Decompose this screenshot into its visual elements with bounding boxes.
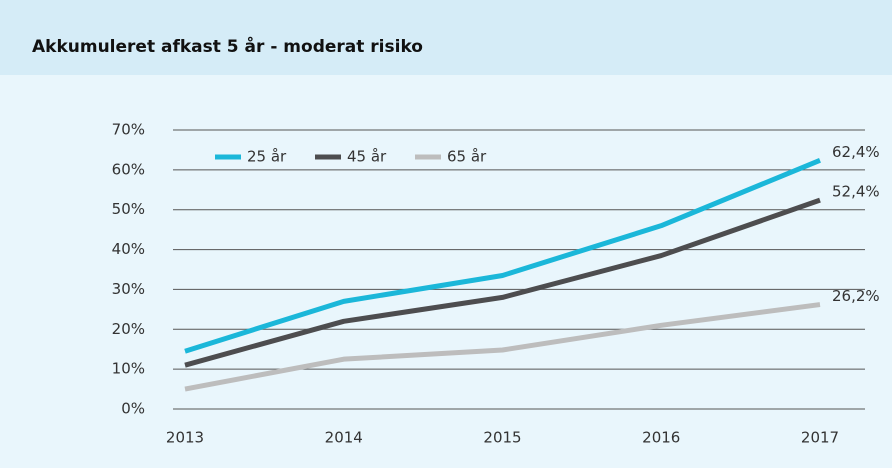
y-tick-label: 20% bbox=[112, 320, 145, 338]
y-tick-label: 70% bbox=[112, 121, 145, 139]
chart-title: Akkumuleret afkast 5 år - moderat risiko bbox=[32, 35, 423, 57]
value-label: 26,2% bbox=[832, 287, 880, 305]
y-tick-label: 40% bbox=[112, 240, 145, 258]
x-tick-label: 2013 bbox=[166, 429, 204, 447]
legend-label: 65 år bbox=[447, 148, 487, 166]
y-tick-label: 10% bbox=[112, 360, 145, 378]
y-tick-label: 30% bbox=[112, 280, 145, 298]
line-series bbox=[184, 197, 821, 368]
x-tick-label: 2017 bbox=[801, 429, 839, 447]
y-tick-label: 0% bbox=[121, 400, 145, 418]
legend-label: 25 år bbox=[247, 148, 287, 166]
x-tick-label: 2015 bbox=[483, 429, 521, 447]
x-tick-label: 2016 bbox=[642, 429, 680, 447]
x-tick-label: 2014 bbox=[325, 429, 363, 447]
header-band bbox=[0, 0, 892, 75]
line-series bbox=[184, 157, 821, 354]
y-tick-label: 60% bbox=[112, 160, 145, 178]
value-label: 62,4% bbox=[832, 143, 880, 161]
value-label: 52,4% bbox=[832, 183, 880, 201]
line-series bbox=[184, 302, 821, 392]
legend-label: 45 år bbox=[347, 148, 387, 166]
y-tick-label: 50% bbox=[112, 200, 145, 218]
